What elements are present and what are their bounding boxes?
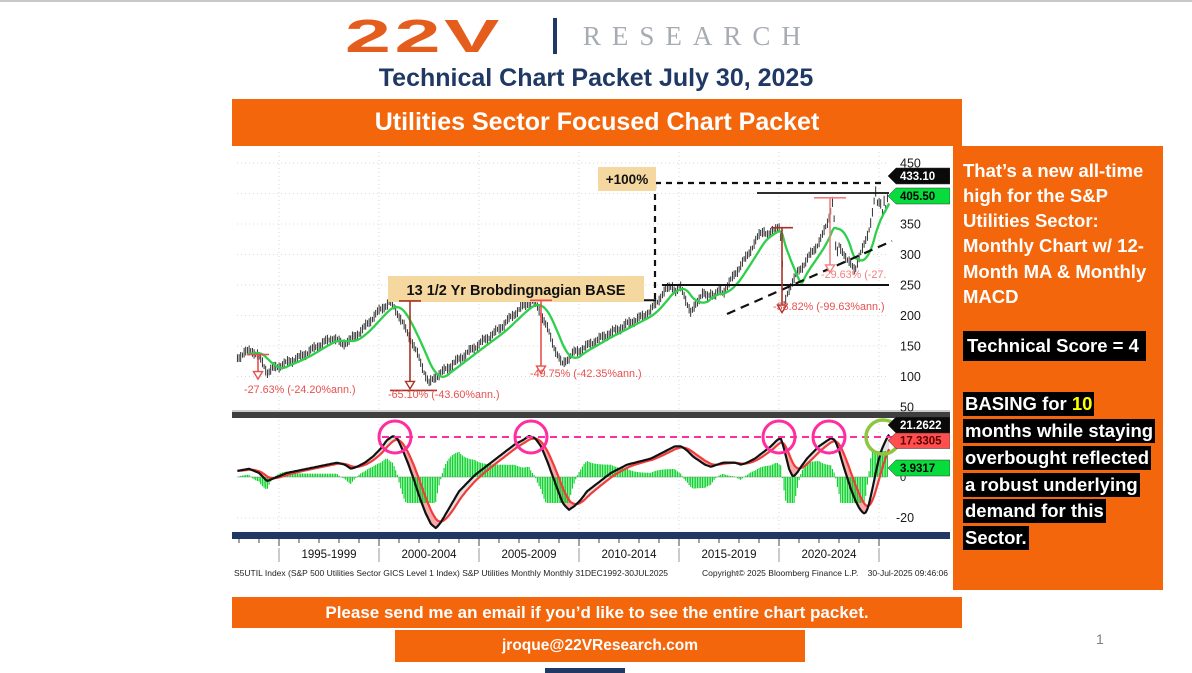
svg-text:2010-2014: 2010-2014 bbox=[602, 549, 658, 561]
svg-text:S5UTIL Index (S&P 500 Utilitie: S5UTIL Index (S&P 500 Utilities Sector G… bbox=[234, 568, 668, 578]
svg-text:13 1/2 Yr Brobdingnagian BASE: 13 1/2 Yr Brobdingnagian BASE bbox=[407, 283, 626, 299]
svg-text:250: 250 bbox=[900, 279, 921, 293]
svg-text:0: 0 bbox=[900, 472, 906, 484]
svg-text:50: 50 bbox=[900, 401, 914, 415]
svg-text:-27.63% (-24.20%ann.): -27.63% (-24.20%ann.) bbox=[244, 384, 356, 396]
svg-text:2000-2004: 2000-2004 bbox=[402, 549, 458, 561]
sidebar-commentary: That’s a new all-time high for the S&P U… bbox=[953, 146, 1163, 590]
cta-banner: Please send me an email if you’d like to… bbox=[232, 597, 962, 628]
svg-text:-20: -20 bbox=[896, 511, 914, 525]
email-link[interactable]: jroque@22VResearch.com bbox=[395, 630, 805, 662]
basing-text: BASING for 10 months while staying overb… bbox=[963, 392, 1156, 551]
svg-text:100: 100 bbox=[900, 370, 921, 384]
svg-text:-38.82% (-99.63%ann.): -38.82% (-99.63%ann.) bbox=[773, 301, 885, 313]
svg-text:-29.63% (-27.: -29.63% (-27. bbox=[821, 269, 886, 281]
basing-months-number: 10 bbox=[1071, 393, 1093, 415]
svg-text:17.3305: 17.3305 bbox=[900, 436, 942, 448]
svg-text:3.9317: 3.9317 bbox=[900, 463, 935, 475]
page-number: 1 bbox=[1096, 631, 1104, 647]
svg-text:405.50: 405.50 bbox=[900, 191, 935, 203]
section-banner: Utilities Sector Focused Chart Packet bbox=[232, 99, 962, 146]
page-title: Technical Chart Packet July 30, 2025 bbox=[378, 64, 814, 92]
svg-text:-65.10% (-43.60%ann.): -65.10% (-43.60%ann.) bbox=[388, 389, 500, 401]
logo: 22V RESEARCH bbox=[0, 12, 1192, 60]
logo-divider bbox=[552, 18, 557, 54]
svg-text:+100%: +100% bbox=[606, 172, 648, 187]
top-border-strip bbox=[0, 0, 1192, 2]
utilities-monthly-price-macd-chart: +100% 13 1/2 Yr Brobdingnagian BASE -27.63… bbox=[232, 152, 951, 578]
technical-score-badge: Technical Score = 4 bbox=[963, 330, 1146, 362]
svg-text:450: 450 bbox=[900, 157, 921, 171]
bottom-navy-sliver bbox=[545, 668, 625, 673]
svg-text:30-Jul-2025 09:46:06: 30-Jul-2025 09:46:06 bbox=[868, 568, 949, 578]
sidebar-note: That’s a new all-time high for the S&P U… bbox=[963, 160, 1147, 307]
svg-text:-49.75% (-42.35%ann.): -49.75% (-42.35%ann.) bbox=[530, 368, 642, 380]
svg-text:200: 200 bbox=[900, 309, 921, 323]
svg-text:433.10: 433.10 bbox=[900, 171, 935, 183]
svg-text:2005-2009: 2005-2009 bbox=[502, 549, 557, 561]
logo-22v: 22V bbox=[344, 10, 504, 62]
svg-text:300: 300 bbox=[900, 248, 921, 262]
svg-text:350: 350 bbox=[900, 218, 921, 232]
svg-text:2020-2024: 2020-2024 bbox=[802, 549, 858, 561]
logo-research: RESEARCH bbox=[582, 20, 812, 51]
svg-text:2015-2019: 2015-2019 bbox=[702, 549, 757, 561]
svg-text:21.2622: 21.2622 bbox=[900, 420, 942, 432]
chart-container: +100% 13 1/2 Yr Brobdingnagian BASE -27.63… bbox=[232, 146, 951, 590]
svg-text:Copyright© 2025 Bloomberg Fina: Copyright© 2025 Bloomberg Finance L.P. bbox=[702, 568, 858, 578]
svg-text:150: 150 bbox=[900, 340, 921, 354]
basing-note: BASING for 10 months while staying overb… bbox=[963, 391, 1156, 552]
svg-text:1995-1999: 1995-1999 bbox=[302, 549, 357, 561]
